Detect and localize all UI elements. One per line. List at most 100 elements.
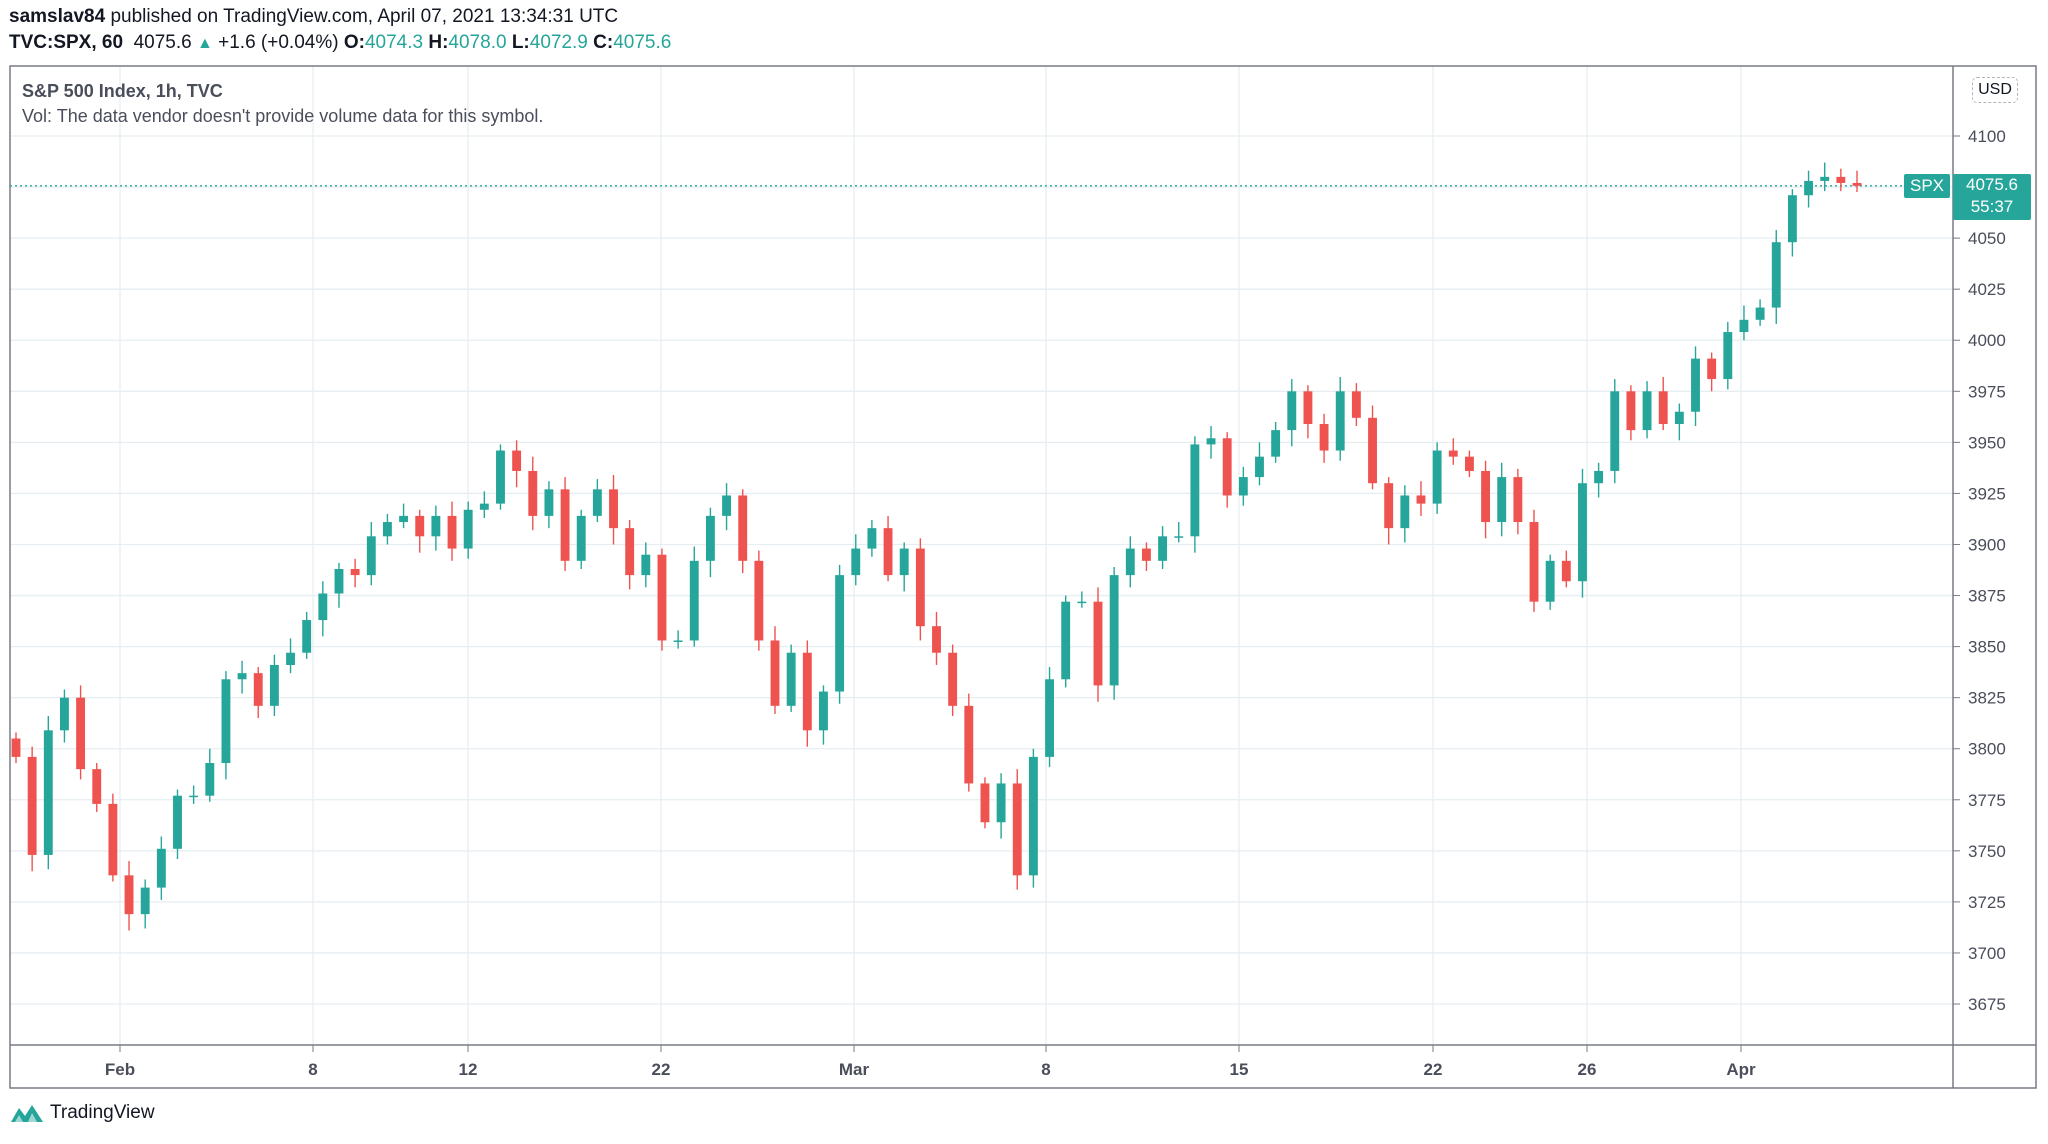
candle-down [1513, 477, 1523, 523]
y-tick-label: 4100 [1968, 127, 2006, 146]
candle-up [1642, 391, 1652, 431]
candle-up [673, 640, 683, 642]
open-label: O: [343, 32, 365, 53]
y-tick-label: 4050 [1968, 229, 2006, 248]
candle-down [1464, 456, 1474, 471]
candle-up [1238, 477, 1248, 496]
candle-down [609, 489, 618, 529]
candle-down [1368, 417, 1377, 484]
candle-down [1351, 391, 1361, 418]
candle-down [1658, 391, 1668, 424]
candle-down [802, 652, 812, 731]
candle-up [173, 795, 182, 849]
y-tick-label: 4025 [1968, 280, 2006, 299]
candle-up [269, 664, 279, 706]
last-price: 4075.6 [133, 32, 192, 53]
candle-down [1141, 548, 1151, 561]
candle-up [1077, 601, 1087, 604]
y-tick-label: 3900 [1968, 535, 2006, 554]
candle-down [1093, 601, 1103, 686]
candle-up [334, 568, 344, 594]
candle-up [221, 679, 231, 764]
candle-up [431, 515, 441, 537]
candle-down [560, 489, 570, 561]
candle-up [479, 503, 489, 510]
candle-up [1109, 575, 1119, 686]
candle-up [592, 489, 602, 516]
volume-notice: Vol: The data vendor doesn't provide vol… [22, 106, 544, 126]
candle-down [980, 783, 990, 823]
currency-button[interactable]: USD [1972, 77, 2018, 103]
publish-text: published on TradingView.com, April 07, … [110, 6, 619, 27]
candle-down [1319, 423, 1329, 451]
close-label: C: [593, 32, 614, 53]
publish-info: samslav84 published on TradingView.com, … [9, 6, 618, 28]
candle-up [1594, 470, 1604, 484]
y-tick-label: 4000 [1968, 331, 2006, 350]
open-value: 4074.3 [364, 32, 424, 53]
candle-up [1335, 391, 1345, 451]
candle-down [1852, 182, 1862, 186]
candle-down [447, 515, 457, 549]
y-tick-label: 3975 [1968, 382, 2006, 401]
y-tick-label: 3850 [1968, 638, 2006, 657]
candle-down [1384, 483, 1394, 529]
candle-down [1707, 358, 1717, 380]
candle-down [1626, 391, 1636, 431]
candle-up [851, 548, 861, 576]
candle-up [899, 548, 909, 576]
candle-down [108, 803, 118, 876]
candle-up [544, 489, 554, 516]
candle-down [1836, 176, 1846, 183]
x-tick-label: 15 [1230, 1060, 1249, 1079]
candle-up [867, 528, 877, 549]
candle-up [1739, 319, 1749, 333]
candle-up [140, 887, 150, 915]
last-price-value: 4075.6 [1966, 175, 2018, 194]
candle-up [1610, 391, 1620, 471]
candle-up [1287, 391, 1297, 431]
candle-up [835, 575, 845, 692]
candle-up [786, 652, 796, 706]
candle-down [512, 450, 522, 471]
candle-down [932, 626, 941, 653]
high-label: H: [428, 32, 449, 53]
candle-down [1481, 470, 1491, 523]
candle-up [689, 560, 699, 641]
up-arrow-icon: ▲ [197, 35, 213, 52]
high-value: 4078.0 [448, 32, 507, 53]
tradingview-logo[interactable]: TradingView [10, 1102, 155, 1124]
chart-frame [9, 65, 2037, 1089]
ohlc-header: TVC:SPX, 60 4075.6 ▲ +1.6 (+0.04%) O:407… [9, 32, 671, 54]
candle-up [1723, 332, 1733, 380]
candle-up [1190, 444, 1200, 537]
candle-up [302, 620, 312, 653]
candle-up [1271, 430, 1281, 457]
candle-down [883, 528, 893, 576]
y-tick-label: 3825 [1968, 689, 2006, 708]
low-label: L: [511, 32, 530, 53]
candle-up [705, 515, 715, 561]
candle-up [1755, 307, 1765, 320]
candle-up [1028, 756, 1038, 876]
candle-down [1561, 560, 1571, 582]
candle-up [205, 763, 215, 796]
candle-up [1820, 176, 1830, 181]
y-tick-label: 3925 [1968, 484, 2006, 503]
x-tick-label: Apr [1726, 1060, 1756, 1079]
candle-up [1674, 411, 1684, 424]
candle-up [1497, 477, 1507, 523]
candle-up [1255, 456, 1264, 478]
x-tick-label: 22 [1424, 1060, 1443, 1079]
candle-up [1804, 180, 1813, 196]
candle-down [1529, 522, 1539, 602]
y-tick-label: 3775 [1968, 791, 2006, 810]
candle-up [819, 691, 828, 731]
candle-up [722, 495, 732, 516]
candle-up [1206, 438, 1216, 445]
candle-up [1691, 358, 1700, 412]
candle-up [1174, 536, 1184, 538]
candle-up [1045, 679, 1054, 757]
candle-up [1578, 483, 1587, 582]
